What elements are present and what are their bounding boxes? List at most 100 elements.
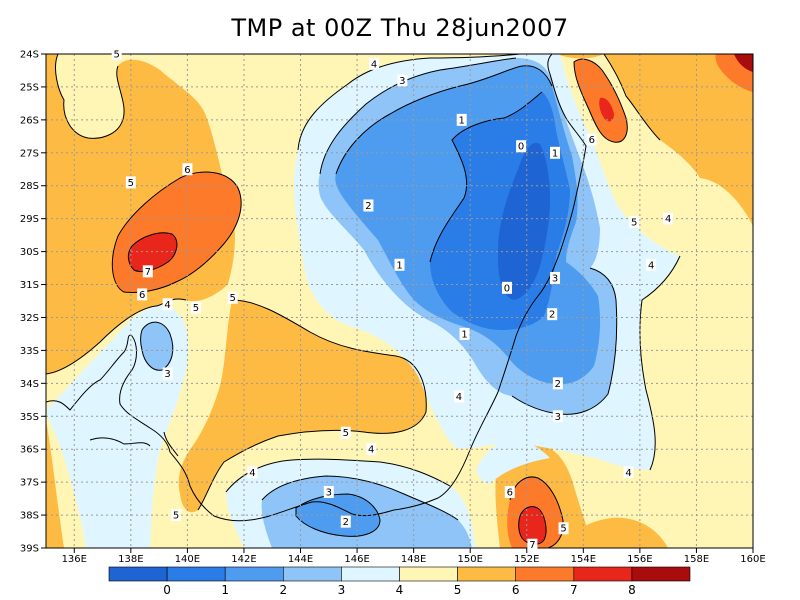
contour-labels: 5 4 3 1 0 1 6 5 6 2 5 4 7 1 4 3 0 6 5 4 5 2 1 3 2 4 3 5 4 4 4 3 6 5 2 5 7 bbox=[111, 48, 674, 551]
coastline-path bbox=[89, 437, 151, 447]
contour-label: 6 bbox=[137, 288, 148, 301]
contour-label: 0 bbox=[501, 281, 512, 294]
contour-label: 1 bbox=[456, 113, 467, 126]
contour-label-text: 2 bbox=[549, 310, 555, 321]
region-hottest-ne bbox=[599, 97, 614, 122]
contour-label: 2 bbox=[363, 199, 374, 212]
contour-label-bg bbox=[366, 443, 377, 456]
map-title: TMP at 00Z Thu 28jun2007 bbox=[231, 14, 569, 42]
y-tick-label: 32S bbox=[20, 313, 39, 324]
contour-label: 4 bbox=[646, 258, 657, 271]
contour-line bbox=[140, 321, 174, 371]
contour-label-bg bbox=[552, 410, 563, 423]
contour-label-bg bbox=[527, 538, 538, 551]
contour-line bbox=[197, 299, 427, 511]
contour-label-text: 3 bbox=[399, 76, 405, 87]
contour-label-bg bbox=[125, 176, 136, 189]
region-hottest-ne2 bbox=[734, 54, 753, 72]
contour-label-text: 5 bbox=[560, 524, 566, 535]
contour-label-bg bbox=[586, 133, 597, 146]
contour-label: 3 bbox=[323, 486, 334, 499]
contour-label-text: 4 bbox=[249, 468, 255, 479]
colorbar-swatch bbox=[166, 566, 226, 582]
contour-label: 4 bbox=[663, 212, 674, 225]
contour-label-text: 2 bbox=[343, 517, 349, 528]
x-tick-label: 160E bbox=[740, 554, 765, 565]
contour-label-bg bbox=[171, 509, 182, 522]
coastline bbox=[46, 54, 587, 522]
x-tick-label: 156E bbox=[627, 554, 652, 565]
region-hottest-west bbox=[128, 232, 177, 272]
y-tick-label: 39S bbox=[20, 544, 39, 555]
colorbar-swatch bbox=[341, 566, 400, 582]
contour-label: 5 bbox=[227, 291, 238, 304]
contour-label: 4 bbox=[366, 443, 377, 456]
contour-label-text: 4 bbox=[648, 260, 654, 271]
contour-label-bg bbox=[369, 57, 380, 70]
contour-line bbox=[319, 57, 517, 175]
x-tick-label: 146E bbox=[344, 554, 369, 565]
contour-label-text: 7 bbox=[529, 540, 535, 551]
contour-label-text: 1 bbox=[459, 115, 465, 126]
coastline-path bbox=[163, 431, 179, 457]
contour-line bbox=[509, 476, 564, 548]
contour-label-bg bbox=[550, 146, 561, 159]
colorbar-label: 4 bbox=[396, 583, 404, 597]
contour-label: 6 bbox=[586, 133, 597, 146]
contour-label-bg bbox=[459, 327, 470, 340]
contour-label: 5 bbox=[340, 426, 351, 439]
y-tick-label: 25S bbox=[20, 82, 39, 93]
y-tick-label: 37S bbox=[20, 478, 39, 489]
contour-label-text: 4 bbox=[164, 300, 170, 311]
contour-label-text: 0 bbox=[504, 283, 510, 294]
y-tick-label: 26S bbox=[20, 115, 39, 126]
contour-label-bg bbox=[552, 377, 563, 390]
contour-label-bg bbox=[162, 298, 173, 311]
colorbar-swatch bbox=[457, 566, 517, 582]
contour-label-bg bbox=[340, 515, 351, 528]
contour-label-bg bbox=[323, 486, 334, 499]
colorbar-swatch bbox=[631, 566, 691, 582]
region-cool-sse bbox=[476, 440, 550, 484]
region-hottest-se bbox=[518, 506, 547, 545]
colorbar-swatch bbox=[399, 566, 458, 582]
contour-label: 6 bbox=[504, 486, 515, 499]
contour-line bbox=[111, 171, 242, 293]
y-tick-label: 33S bbox=[20, 346, 39, 357]
contour-label-bg bbox=[247, 466, 258, 479]
contour-label-text: 1 bbox=[552, 148, 558, 159]
contour-label-bg bbox=[516, 140, 527, 153]
contour-label-text: 4 bbox=[368, 445, 374, 456]
contour-label-bg bbox=[142, 265, 153, 278]
y-tick-label: 28S bbox=[20, 181, 39, 192]
contour-line bbox=[261, 475, 459, 521]
x-tick-label: 158E bbox=[684, 554, 709, 565]
contour-label-text: 5 bbox=[343, 428, 349, 439]
contour-label-bg bbox=[504, 486, 515, 499]
colorbar-label: 8 bbox=[628, 583, 636, 597]
region-cold-west bbox=[140, 322, 173, 371]
y-tick-label: 30S bbox=[20, 247, 39, 258]
contour-label-bg bbox=[182, 163, 193, 176]
contour-line bbox=[639, 255, 681, 471]
contour-label-text: 5 bbox=[631, 217, 637, 228]
colorbar-label: 1 bbox=[221, 583, 229, 597]
contour-label-text: 5 bbox=[128, 178, 134, 189]
colorbar-label: 5 bbox=[454, 583, 462, 597]
region-warm-inland bbox=[178, 300, 427, 513]
contour-label: 4 bbox=[247, 466, 258, 479]
x-tick-label: 136E bbox=[62, 554, 87, 565]
y-tick-label: 38S bbox=[20, 511, 39, 522]
contour-label-bg bbox=[646, 258, 657, 271]
contour-label-text: 2 bbox=[555, 379, 561, 390]
contour-line bbox=[603, 54, 661, 141]
y-tick-label: 27S bbox=[20, 148, 39, 159]
contour-label-text: 5 bbox=[173, 511, 179, 522]
contour-label-bg bbox=[558, 522, 569, 535]
region-warm-ne bbox=[556, 54, 753, 226]
colorbar-swatch bbox=[224, 566, 284, 582]
grid-lines bbox=[46, 54, 753, 548]
contour-label-text: 5 bbox=[193, 303, 199, 314]
contour-line bbox=[429, 91, 543, 263]
